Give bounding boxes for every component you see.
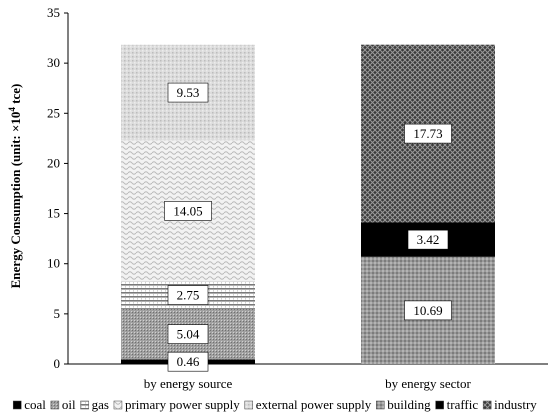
data-label: 9.53 (177, 85, 200, 100)
data-label: 17.73 (413, 126, 442, 141)
legend-entry: traffic (447, 397, 479, 412)
data-labels: 0.46 5.04 2.75 14.05 9.53 10.69 3.42 17.73 (164, 82, 452, 372)
x-axis-categories: by energy source by energy sector (144, 376, 472, 391)
legend-entry: gas (92, 397, 109, 412)
legend-entry: primary power supply (125, 397, 240, 412)
legend-swatch (376, 400, 385, 410)
data-label: 2.75 (177, 288, 200, 303)
data-label-box (404, 123, 452, 144)
legend-swatch (12, 400, 22, 410)
y-tick-label: 20 (47, 155, 60, 170)
data-label-box (407, 229, 449, 250)
legend-entry: external power supply (256, 397, 372, 412)
y-axis-label-suffix: tce) (8, 84, 23, 107)
y-tick-label: 5 (54, 306, 61, 321)
y-axis-label-prefix: Energy Consumption (unit: ×10 (8, 112, 23, 289)
data-label: 5.04 (177, 327, 200, 342)
legend-swatch (50, 400, 60, 410)
data-label: 10.69 (413, 303, 442, 318)
legend-swatch (435, 400, 444, 410)
y-axis-label-superscript: 4 (7, 107, 17, 112)
legend-swatch (482, 400, 492, 410)
data-label-box (167, 351, 209, 372)
legend: coal oil gas primary power supply external p… (12, 397, 537, 412)
legend-swatch (113, 400, 123, 410)
y-axis-ticks: 0 5 10 15 20 25 30 35 (47, 5, 68, 371)
data-label-box (167, 324, 209, 344)
data-label: 14.05 (173, 203, 202, 218)
y-axis-label: Energy Consumption (unit: ×104 tce) (7, 84, 23, 289)
y-tick-label: 15 (47, 206, 60, 221)
x-tick-label: by energy source (144, 376, 233, 391)
data-label-box (167, 82, 209, 103)
y-tick-label: 10 (47, 256, 60, 271)
y-tick-label: 35 (47, 5, 60, 20)
data-label: 0.46 (177, 354, 200, 369)
data-label-box (164, 201, 212, 221)
legend-entry: coal (24, 397, 46, 412)
y-tick-label: 30 (47, 55, 60, 70)
legend-entry: oil (62, 397, 76, 412)
data-label-box (404, 300, 452, 321)
y-tick-label: 25 (47, 105, 60, 120)
x-tick-label: by energy sector (385, 376, 471, 391)
legend-entry: industry (494, 397, 537, 412)
legend-swatch (244, 400, 254, 410)
legend-swatch (80, 400, 89, 410)
data-label-box (167, 285, 209, 305)
legend-entry: building (387, 397, 431, 412)
data-label: 3.42 (417, 232, 440, 247)
y-tick-label: 0 (54, 356, 61, 371)
